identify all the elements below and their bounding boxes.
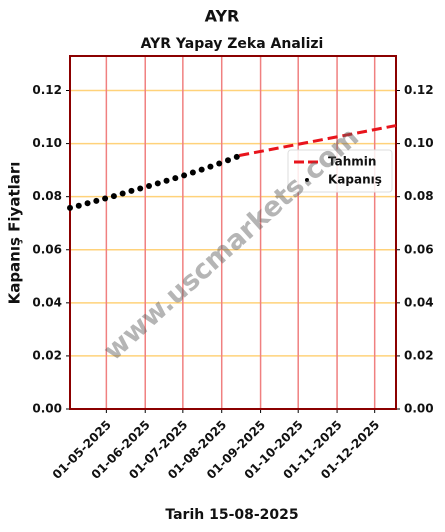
y-tick-label: 0.10 [404, 136, 434, 150]
forecast-line [238, 124, 397, 158]
close-point [198, 166, 205, 173]
y-axis-label: Kapanış Fiyatları [6, 162, 24, 305]
watermark: www.uscmarkets.com [98, 122, 365, 367]
close-point [224, 157, 231, 164]
close-point [233, 153, 240, 160]
y-tick-label: 0.08 [32, 189, 62, 203]
chart-title: AYR [205, 7, 240, 26]
y-tick-label: 0.02 [32, 348, 62, 362]
y-tick-label: 0.12 [404, 83, 434, 97]
close-point [216, 160, 223, 167]
close-point [189, 169, 196, 176]
close-point [163, 177, 170, 184]
y-tick-label: 0.06 [404, 242, 434, 256]
close-point [93, 197, 100, 204]
close-point [128, 187, 135, 194]
legend-label: Tahmin [328, 155, 376, 169]
close-point [207, 163, 214, 170]
close-point [119, 190, 126, 197]
legend-swatch [305, 178, 309, 182]
chart-subtitle: AYR Yapay Zeka Analizi [141, 36, 324, 52]
y-tick-label: 0.04 [32, 295, 62, 309]
plot-frame [69, 55, 397, 410]
close-point [75, 202, 82, 209]
legend-label: Kapanış [328, 173, 382, 187]
close-point [102, 195, 109, 202]
y-tick-label: 0.12 [32, 83, 62, 97]
close-point [84, 200, 91, 207]
close-point [154, 180, 161, 187]
y-tick-label: 0.10 [32, 136, 62, 150]
y-tick-label: 0.08 [404, 189, 434, 203]
x-axis-label: Tarih 15-08-2025 [165, 507, 298, 523]
close-point [181, 172, 188, 179]
close-point [67, 204, 73, 211]
close-point [110, 193, 117, 200]
close-point [137, 185, 144, 192]
y-tick-label: 0.00 [32, 402, 62, 416]
y-tick-label: 0.02 [404, 348, 434, 362]
close-point [172, 175, 179, 182]
y-tick-label: 0.00 [404, 402, 434, 416]
y-tick-label: 0.06 [32, 242, 62, 256]
close-point [145, 183, 152, 190]
y-tick-label: 0.04 [404, 295, 434, 309]
